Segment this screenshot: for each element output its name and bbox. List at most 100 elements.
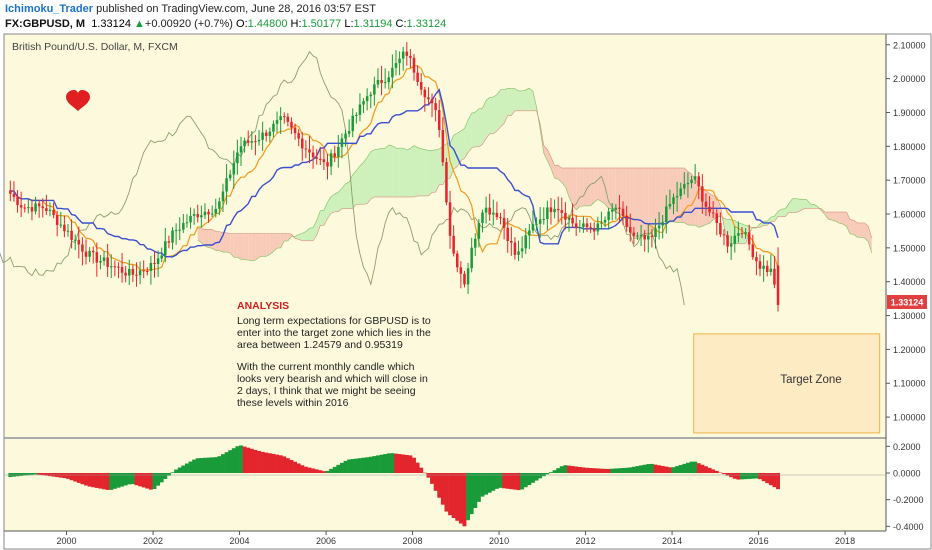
oscillator-bar — [707, 467, 712, 473]
cloud-segment — [615, 167, 620, 214]
senkou-span-b — [795, 210, 800, 213]
oscillator-bar — [714, 470, 719, 473]
cloud-segment — [803, 199, 807, 210]
senkou-span-b — [550, 157, 555, 166]
candle-body — [37, 203, 41, 207]
cloud-segment — [641, 167, 645, 238]
candle-body — [124, 272, 127, 276]
cloud-segment — [799, 199, 804, 212]
candle-body — [722, 234, 726, 236]
oscillator-bar — [642, 464, 647, 473]
candle-body — [66, 230, 70, 232]
candle-body — [171, 230, 174, 243]
candle-body — [221, 191, 225, 202]
price-tick-label: 1.70000 — [893, 176, 926, 186]
senkou-span-b — [748, 227, 754, 234]
cloud-segment — [788, 198, 793, 213]
senkou-span-a — [565, 186, 570, 198]
senkou-span-a — [305, 228, 310, 232]
author-link[interactable]: Ichimoku_Trader — [5, 3, 94, 15]
oscillator-bar — [664, 466, 669, 473]
candle-body — [603, 219, 607, 223]
senkou-span-a — [449, 135, 454, 144]
oscillator-bar — [94, 473, 99, 488]
analysis-line-5: looks very bearish and which will close … — [237, 373, 428, 385]
senkou-span-b — [226, 232, 231, 234]
senkou-span-a — [539, 129, 545, 154]
senkou-span-a — [633, 237, 638, 240]
oscillator-bar — [610, 468, 615, 473]
cloud-segment — [857, 222, 861, 238]
candle-body — [48, 209, 52, 211]
senkou-span-b — [867, 226, 873, 238]
oscillator-bar — [689, 461, 694, 473]
candle-body — [142, 270, 145, 272]
senkou-span-b — [511, 110, 516, 116]
cloud-segment — [399, 148, 404, 197]
candle-body — [510, 240, 513, 243]
oscillator-bar — [253, 449, 258, 473]
candle-body — [715, 213, 719, 223]
senkou-span-b — [363, 203, 368, 205]
price-tick-label: 1.10000 — [893, 379, 926, 389]
candle-body — [445, 162, 448, 203]
senkou-span-a — [413, 145, 418, 148]
oscillator-bar — [415, 462, 420, 473]
senkou-span-a — [867, 241, 873, 254]
cloud-segment — [403, 148, 407, 197]
oscillator-bar — [466, 473, 471, 521]
oscillator-bar — [624, 467, 629, 473]
oscillator-bar — [195, 458, 200, 473]
oscillator-bar — [458, 473, 463, 524]
oscillator-bar — [750, 473, 755, 479]
senkou-span-b — [219, 231, 224, 234]
candle-body — [135, 274, 138, 276]
candle-body — [239, 146, 243, 153]
time-tick-label: 2016 — [749, 536, 769, 546]
cloud-segment — [338, 188, 342, 212]
senkou-span-a — [312, 220, 317, 228]
heart-icon[interactable] — [66, 90, 90, 111]
senkou-span-a — [273, 247, 278, 252]
cloud-segment — [251, 233, 256, 261]
candle-body — [326, 162, 329, 167]
cloud-segment — [349, 174, 353, 209]
candle-body — [214, 208, 218, 214]
oscillator-bar — [332, 466, 337, 473]
oscillator-bar — [437, 473, 442, 498]
senkou-span-a — [835, 221, 840, 224]
candle-body — [73, 239, 77, 241]
cloud-segment — [417, 147, 422, 196]
candle-body — [45, 208, 48, 211]
cloud-segment — [835, 212, 840, 224]
cloud-segment — [518, 90, 523, 111]
oscillator-bar — [541, 473, 546, 477]
oscillator-bar — [105, 473, 110, 490]
candle-body — [365, 96, 369, 102]
oscillator-axis: 0.2000 0.0000 -0.2000 -0.4000 — [886, 442, 924, 532]
senkou-span-b — [539, 123, 545, 146]
chart-header: Ichimoku_Trader published on TradingView… — [0, 0, 932, 34]
senkou-span-a — [316, 210, 321, 221]
senkou-span-a — [352, 170, 357, 175]
oscillator-bar — [282, 456, 287, 473]
senkou-span-a — [471, 111, 476, 114]
oscillator-bar — [293, 461, 298, 473]
cloud-segment — [287, 233, 292, 241]
cloud-segment — [579, 167, 584, 207]
price-tick-label: 1.20000 — [893, 345, 926, 355]
candle-body — [185, 222, 189, 224]
senkou-span-a — [280, 240, 285, 249]
senkou-span-b — [464, 152, 469, 159]
senkou-span-a — [392, 145, 397, 149]
candle-body — [477, 223, 481, 239]
candle-body — [340, 138, 344, 147]
oscillator-bar — [667, 467, 672, 473]
senkou-span-a — [294, 234, 299, 237]
candle-body — [160, 255, 163, 259]
senkou-span-b — [687, 171, 692, 175]
candle-body — [416, 72, 419, 83]
oscillator-bar — [433, 473, 438, 491]
candle-body — [463, 273, 466, 285]
candle-body — [30, 207, 34, 212]
